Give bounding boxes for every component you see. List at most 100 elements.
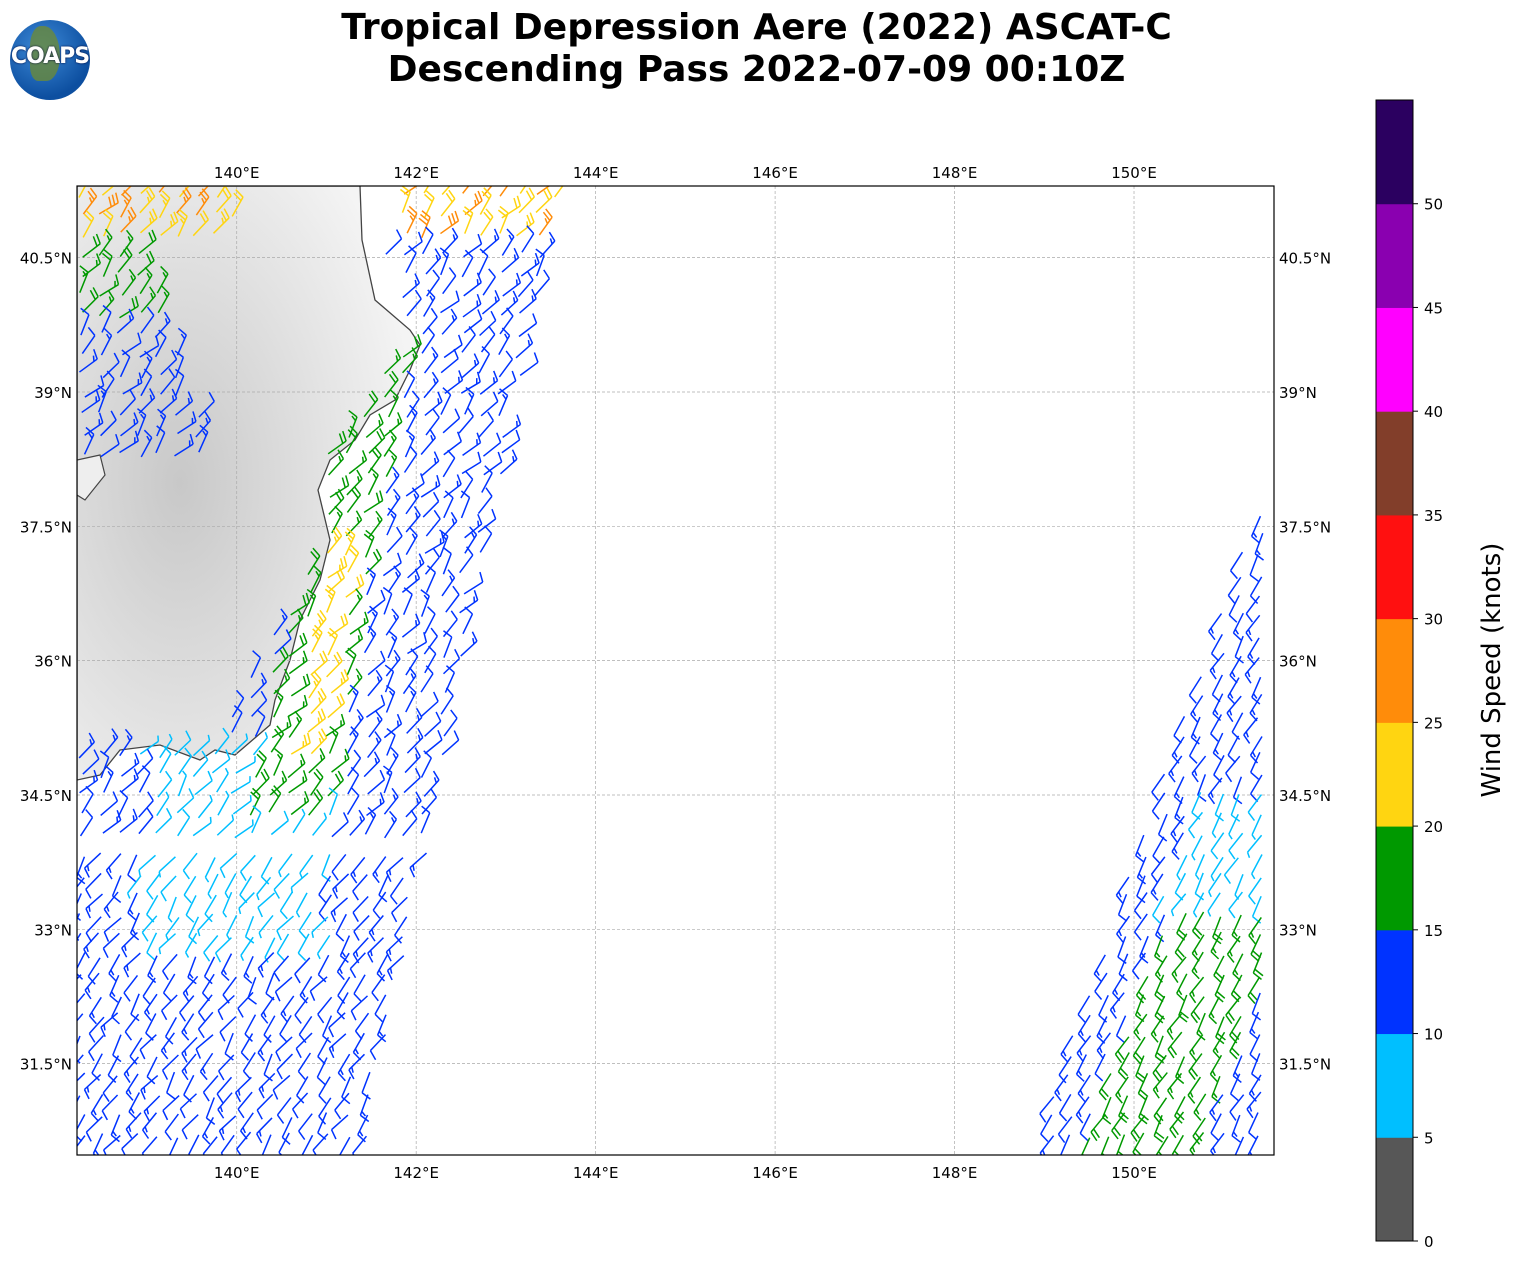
wind-barb — [130, 993, 140, 1022]
wind-barb — [366, 792, 385, 817]
wind-barb — [1251, 895, 1262, 924]
wind-barb — [1154, 955, 1168, 983]
wind-barb — [424, 606, 436, 634]
wind-barb — [1230, 794, 1241, 822]
wind-barb — [139, 735, 160, 755]
lon-tick-label: 148°E — [932, 1164, 978, 1182]
wind-barb — [464, 190, 483, 216]
wind-barb — [345, 510, 363, 537]
wind-barb — [359, 1094, 370, 1123]
wind-barb — [478, 411, 494, 438]
wind-barb — [404, 429, 416, 458]
wind-barb — [220, 953, 233, 982]
wind-barb — [480, 391, 499, 417]
wind-barb — [424, 729, 443, 755]
wind-barb — [389, 877, 404, 905]
wind-barb — [260, 856, 273, 885]
wind-barb — [345, 574, 365, 598]
wind-barb — [327, 555, 348, 579]
lat-tick-label: 40.5°N — [1279, 250, 1331, 268]
wind-barb — [1169, 1111, 1185, 1139]
wind-barb — [290, 592, 310, 616]
wind-barb — [92, 1133, 104, 1155]
wind-barb — [298, 1113, 313, 1140]
wind-barb — [242, 1052, 256, 1080]
wind-barb — [1135, 1055, 1146, 1084]
wind-barb — [162, 953, 178, 981]
wind-barb — [1251, 854, 1263, 880]
wind-barb — [231, 689, 245, 718]
wind-barb — [363, 625, 377, 654]
wind-barb — [183, 875, 197, 904]
wind-barb — [401, 568, 421, 593]
wind-barb — [443, 648, 461, 675]
wind-barb — [298, 1015, 313, 1044]
wind-barb — [1249, 1011, 1260, 1040]
wind-barb — [1250, 515, 1262, 544]
wind-barb — [1133, 1013, 1148, 1041]
wind-barb — [1227, 677, 1240, 705]
wind-barb — [326, 651, 343, 678]
wind-barb — [1210, 714, 1223, 742]
wind-barb — [1232, 612, 1244, 641]
lat-tick-label: 37.5°N — [1279, 518, 1331, 536]
wind-barb — [257, 1034, 272, 1062]
wind-barb — [155, 807, 173, 834]
wind-barb — [177, 770, 187, 797]
wind-barb — [384, 664, 395, 693]
wind-barb — [162, 1095, 180, 1121]
wind-barb — [463, 571, 484, 595]
lon-tick-label: 146°E — [752, 1164, 798, 1182]
wind-barb — [498, 388, 509, 417]
wind-barb — [139, 335, 160, 358]
wind-barb — [77, 856, 86, 885]
wind-barb — [479, 525, 493, 553]
japan-land — [77, 186, 421, 781]
wind-barb — [217, 994, 235, 1021]
wind-barb — [365, 413, 384, 439]
wind-barb — [383, 429, 397, 457]
wind-barb — [159, 388, 178, 414]
wind-barb — [141, 1112, 158, 1139]
lat-tick-label: 39°N — [34, 384, 72, 402]
wind-barb — [357, 1114, 369, 1143]
wind-barb — [385, 649, 401, 677]
wind-barb — [203, 956, 216, 985]
wind-barb — [501, 228, 515, 256]
wind-barb — [77, 1095, 81, 1124]
wind-barb — [479, 310, 497, 337]
wind-barb — [235, 756, 256, 774]
wind-barb — [212, 208, 230, 234]
wind-barb — [146, 1056, 158, 1085]
wind-barb — [420, 805, 431, 834]
wind-barb — [349, 952, 366, 979]
wind-barb — [157, 770, 173, 798]
wind-barb — [406, 404, 418, 433]
wind-barb — [1231, 712, 1244, 741]
wind-barb — [198, 391, 215, 418]
wind-barb — [386, 526, 403, 553]
wind-barb — [425, 509, 441, 537]
wind-barb — [251, 690, 268, 717]
wind-barb — [101, 304, 112, 333]
wind-barb — [116, 308, 135, 334]
wind-barb — [288, 710, 303, 738]
wind-barb — [140, 208, 158, 234]
colorbar-tick-label: 30 — [1424, 611, 1443, 629]
wind-barb — [231, 704, 243, 733]
wind-barb — [477, 248, 489, 277]
wind-barb — [1212, 1031, 1226, 1060]
wind-barb — [1210, 1113, 1222, 1141]
lat-tick-label: 31.5°N — [20, 1056, 72, 1074]
wind-barb — [369, 1034, 387, 1061]
wind-barb — [328, 787, 339, 816]
wind-barb — [129, 912, 140, 941]
wind-barb — [348, 1053, 366, 1080]
wind-barb — [1251, 814, 1262, 841]
wind-barb — [79, 769, 99, 794]
wind-barb — [146, 872, 161, 900]
wind-barb — [1244, 657, 1260, 684]
wind-barb — [119, 295, 139, 319]
wind-barb — [295, 892, 308, 918]
logo-text: COAPS — [10, 44, 90, 69]
